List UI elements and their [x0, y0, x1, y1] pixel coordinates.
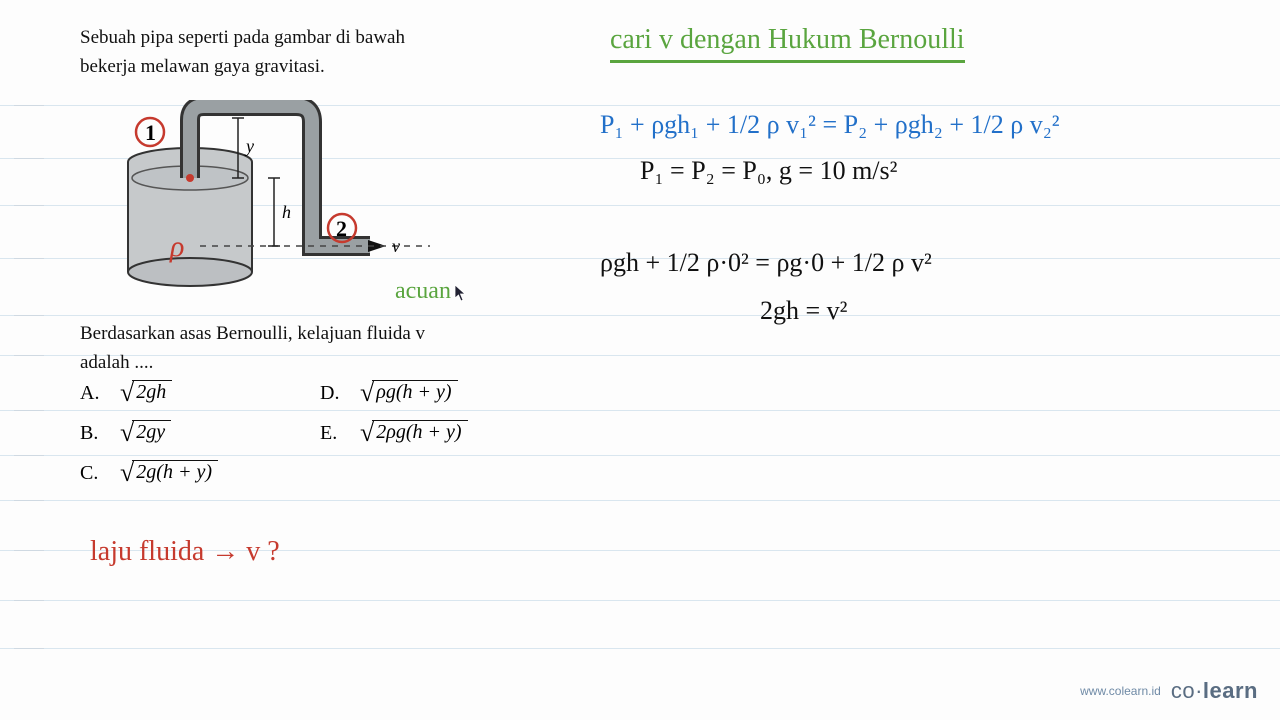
mark-1: 1 [145, 120, 156, 145]
answer-options: A. √2gh D. √ρg(h + y) B. √2gy E. √2ρg(h … [80, 380, 600, 500]
label-h: h [282, 202, 291, 222]
problem-line2: bekerja melawan gaya gravitasi. [80, 56, 325, 77]
option-c[interactable]: C. √2g(h + y) [80, 460, 218, 486]
option-e[interactable]: E. √2ρg(h + y) [320, 420, 468, 446]
problem-text: Sebuah pipa seperti pada gambar di bawah… [80, 24, 600, 81]
label-y: y [244, 136, 254, 156]
hw-eq1: P₁ + ρgh₁ + 1/2 ρ v₁² = P₂ + ρgh₂ + 1/2 … [600, 110, 1060, 140]
cursor-icon [454, 284, 468, 302]
hw-laju: laju fluida → v ? [90, 536, 280, 568]
hw-eq3: ρgh + 1/2 ρ·0² = ρg·0 + 1/2 ρ v² [600, 248, 932, 278]
label-v: v [392, 236, 400, 256]
watermark-brand: co·learn [1171, 678, 1258, 704]
watermark-url: www.colearn.id [1080, 684, 1161, 698]
option-b[interactable]: B. √2gy [80, 420, 320, 446]
hw-eq4: 2gh = v² [760, 296, 847, 326]
watermark: www.colearn.id co·learn [1080, 678, 1258, 704]
problem-line1: Sebuah pipa seperti pada gambar di bawah [80, 27, 405, 48]
pipe-diagram: y h v 1 2 ρ [110, 100, 430, 310]
hw-eq2: P₁ = P₂ = P₀, g = 10 m/s² [640, 156, 897, 186]
option-d[interactable]: D. √ρg(h + y) [320, 380, 458, 406]
mark-2: 2 [336, 216, 347, 241]
question-text: Berdasarkan asas Bernoulli, kelajuan flu… [80, 320, 600, 377]
hw-acuan: acuan [395, 278, 451, 305]
rho-label: ρ [170, 230, 184, 264]
hw-title: cari v dengan Hukum Bernoulli [610, 24, 965, 63]
option-a[interactable]: A. √2gh [80, 380, 320, 406]
